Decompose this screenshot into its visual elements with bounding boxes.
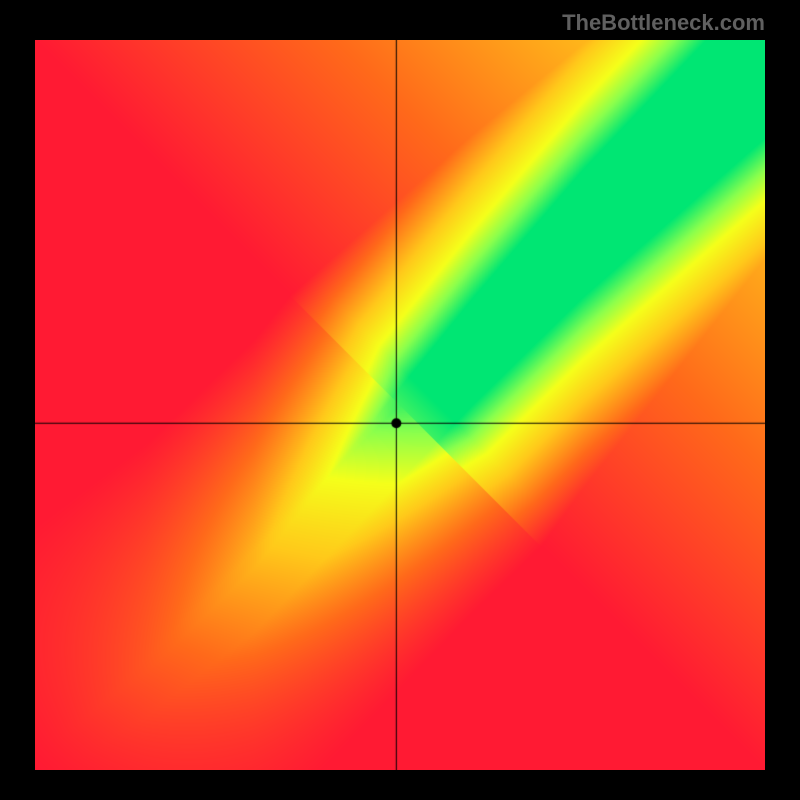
heatmap-canvas (35, 40, 765, 770)
chart-container: TheBottleneck.com (0, 0, 800, 800)
chart-area (35, 40, 765, 770)
watermark-text: TheBottleneck.com (562, 10, 765, 36)
